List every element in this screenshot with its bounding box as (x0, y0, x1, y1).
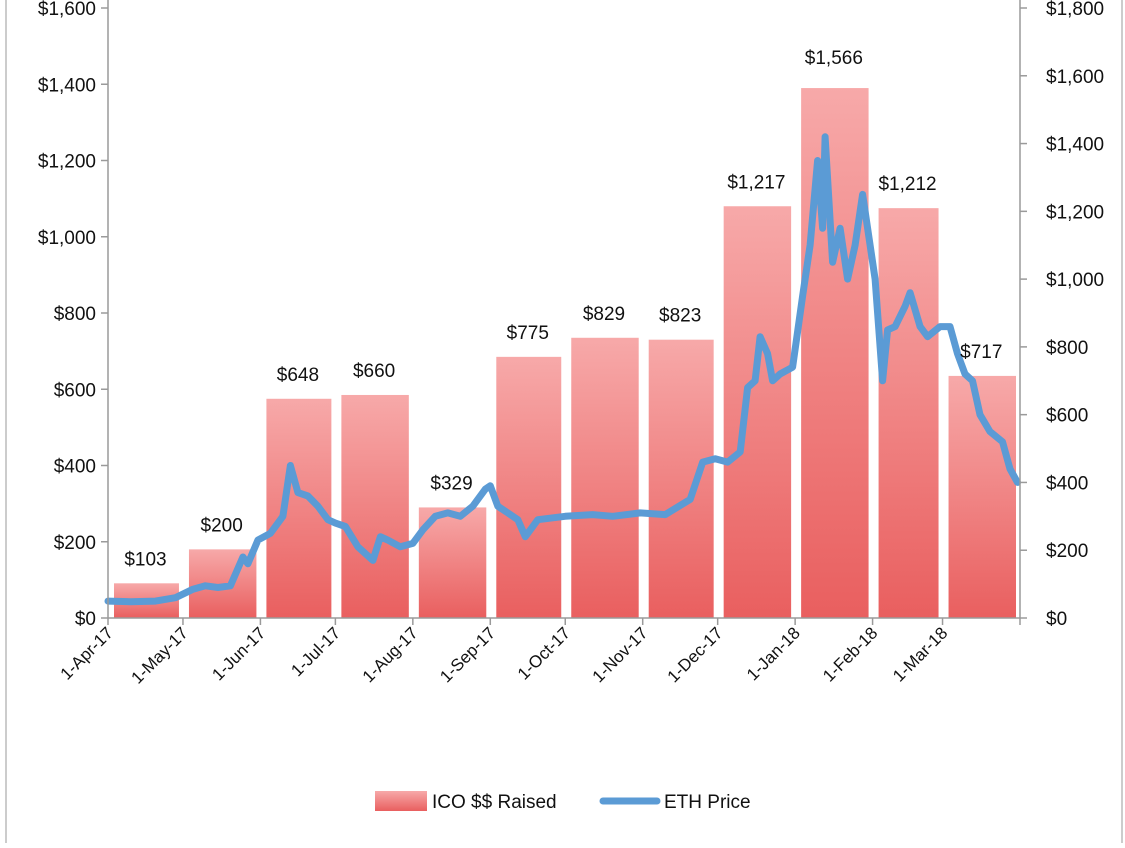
left-tick-label: $200 (54, 533, 96, 554)
right-tick-label: $1,000 (1046, 270, 1104, 291)
left-tick-label: $0 (75, 609, 96, 630)
x-tick-label: 1-Mar-18 (889, 623, 951, 685)
right-tick-label: $600 (1046, 406, 1088, 427)
chart-frame (5, 0, 1123, 843)
bar-data-label: $200 (201, 515, 243, 536)
legend-swatch-ico (375, 791, 427, 811)
bar-series (114, 88, 1016, 618)
bar-data-label: $1,212 (878, 174, 936, 195)
x-tick-label: 1-Jul-17 (287, 623, 344, 680)
right-tick-label: $0 (1046, 609, 1067, 630)
ico-bar-1-Sep-17 (496, 356, 562, 618)
x-tick-label: 1-Apr-17 (57, 623, 117, 683)
eth-price-line (104, 133, 1021, 606)
ico-bar-1-Jul-17 (341, 394, 409, 618)
ico-bar-1-Jan-18 (801, 88, 869, 618)
bar-data-label: $1,217 (727, 172, 785, 193)
bar-data-label: $648 (277, 365, 319, 386)
legend-label-eth: ETH Price (664, 792, 751, 813)
ico-bar-1-Oct-17 (571, 337, 639, 618)
bar-data-label: $1,566 (805, 48, 863, 69)
right-tick-label: $1,400 (1046, 135, 1104, 156)
left-tick-label: $800 (54, 304, 96, 325)
legend-label-ico: ICO $$ Raised (432, 792, 557, 813)
x-tick-label: 1-Dec-17 (664, 623, 727, 686)
ico-bar-1-Nov-17 (648, 339, 714, 618)
x-tick-label: 1-Feb-18 (819, 623, 881, 685)
line-series (104, 133, 1021, 606)
bar-data-label: $717 (960, 342, 1002, 363)
left-tick-label: $400 (54, 457, 96, 478)
left-tick-label: $1,600 (38, 0, 96, 20)
legend: ICO $$ Raised ETH Price (375, 791, 751, 813)
ico-bar-1-Feb-18 (878, 208, 939, 618)
x-tick-label: 1-Oct-17 (514, 623, 574, 683)
x-tick-label: 1-Aug-17 (359, 623, 422, 686)
data-labels: $103 $200 $648 $660 $329 $775 $829 $823 $1,217 $1… (124, 48, 1002, 570)
left-tick-label: $600 (54, 380, 96, 401)
left-tick-label: $1,000 (38, 228, 96, 249)
ico-bar-1-Dec-17 (723, 206, 792, 618)
x-tick-label: 1-May-17 (128, 623, 192, 687)
bar-data-label: $823 (659, 306, 701, 327)
bar-data-label: $829 (583, 304, 625, 325)
x-tick-label: 1-Sep-17 (436, 623, 499, 686)
right-tick-label: $1,200 (1046, 202, 1104, 223)
right-tick-label: $800 (1046, 338, 1088, 359)
bar-data-label: $103 (124, 549, 166, 570)
left-tick-label: $1,400 (38, 75, 96, 96)
bar-data-label: $660 (353, 361, 395, 382)
right-tick-label: $1,800 (1046, 0, 1104, 20)
x-tick-label: 1-Jan-18 (743, 623, 804, 684)
right-tick-label: $1,600 (1046, 67, 1104, 88)
bar-data-label: $329 (430, 473, 472, 494)
x-tick-label: 1-Jun-17 (208, 623, 269, 684)
bar-data-label: $775 (507, 323, 549, 344)
x-tick-label: 1-Nov-17 (589, 623, 652, 686)
left-tick-label: $1,200 (38, 152, 96, 173)
right-tick-label: $400 (1046, 473, 1088, 494)
right-tick-label: $200 (1046, 541, 1088, 562)
